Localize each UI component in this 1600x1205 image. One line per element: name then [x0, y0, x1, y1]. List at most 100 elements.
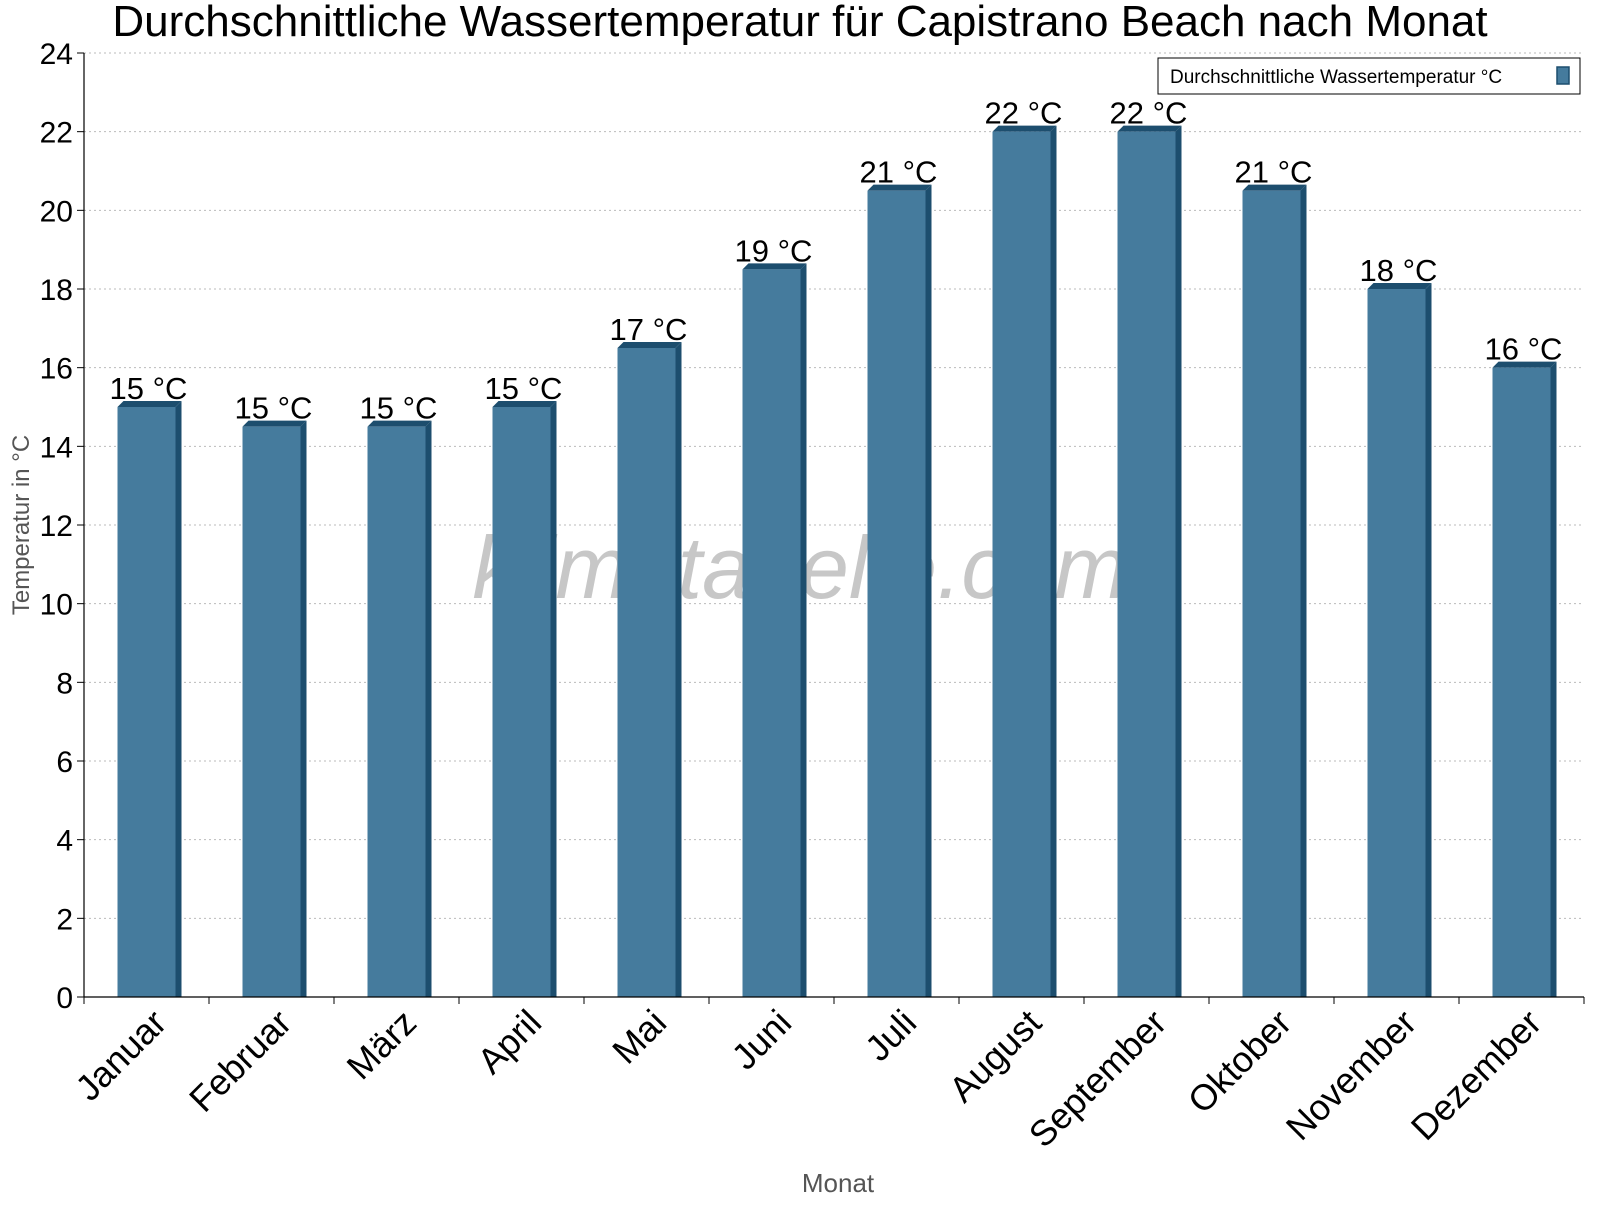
bar [1367, 283, 1432, 997]
bar-top [1242, 184, 1307, 191]
bar-top [617, 342, 682, 348]
x-tick-labels: Januar Februar März April Mai Juni Juli AugustS… [67, 1002, 1549, 1156]
legend-entry-label: Durchschnittliche Wassertemperatur °C [1170, 67, 1502, 88]
legend-box [1157, 57, 1581, 95]
bar-value-label: 19 °C [735, 233, 813, 268]
bar-face [867, 190, 926, 997]
x-tick-label: Oktober [1180, 1002, 1300, 1122]
x-tick-label: Juli [857, 1002, 924, 1069]
bar [1242, 184, 1307, 997]
legend: Durchschnittliche Wassertemperatur °C [1157, 57, 1581, 95]
bar-top [1117, 125, 1182, 132]
y-tick-label: 0 [56, 982, 73, 1015]
x-tick-label: März [339, 1002, 425, 1088]
bar-top [742, 263, 807, 270]
y-tick-label: 24 [40, 38, 73, 71]
y-axis-label: Temperatur in °C [8, 435, 35, 615]
bar-top [992, 125, 1057, 132]
bar-side [925, 184, 932, 997]
y-tick-label: 20 [40, 195, 73, 228]
bar-side [550, 401, 557, 997]
bar [242, 420, 307, 998]
y-tick-label: 10 [40, 589, 73, 622]
x-tick-label: Januar [67, 1002, 174, 1109]
x-tick-label: September [1021, 1002, 1175, 1156]
bar-face [617, 348, 676, 997]
bar-side [800, 263, 807, 997]
bar-value-label: 17 °C [610, 312, 688, 347]
bar-top [367, 420, 432, 427]
bar-face [492, 407, 551, 997]
bar-face [242, 426, 301, 998]
bar-value-label: 22 °C [1110, 96, 1188, 131]
bar-value-label: 15 °C [110, 371, 188, 406]
bar-top [867, 184, 932, 191]
bar-face [742, 269, 801, 997]
axes [77, 52, 1585, 1004]
x-tick-label: Februar [181, 1002, 299, 1120]
bar-top [1492, 361, 1557, 368]
bar-value-label: 22 °C [985, 96, 1063, 131]
bar-top [242, 420, 307, 427]
bar [992, 125, 1057, 997]
bar-face [1242, 190, 1301, 997]
y-tick-label: 8 [56, 667, 73, 700]
y-tick-label: 6 [56, 746, 73, 779]
bar [117, 401, 182, 997]
y-tick-label: 2 [56, 903, 73, 936]
y-tick-label: 18 [40, 274, 73, 307]
bar-side [1175, 125, 1182, 997]
bar-side [1550, 361, 1557, 998]
bar [1492, 361, 1557, 998]
x-tick-label: November [1278, 1002, 1424, 1148]
x-tick-label: April [469, 1002, 549, 1082]
bar-face [992, 131, 1051, 997]
bar [867, 184, 932, 997]
bar-side [675, 342, 682, 997]
bar-top [117, 401, 182, 407]
bar-value-label: 15 °C [360, 391, 438, 426]
bar-value-label: 18 °C [1360, 253, 1438, 288]
bars [117, 125, 1557, 998]
bar [1117, 125, 1182, 997]
bar-face [1492, 367, 1551, 998]
bar [492, 401, 557, 997]
y-tick-label: 14 [40, 431, 73, 464]
x-tick-label: Juni [723, 1002, 799, 1078]
legend-swatch [1556, 66, 1570, 85]
bar-value-label: 21 °C [860, 155, 938, 190]
bar-side [1050, 125, 1057, 997]
bar-side [425, 420, 432, 998]
chart-title: Durchschnittliche Wassertemperatur für C… [112, 0, 1487, 46]
bar-face [1117, 131, 1176, 997]
bar-value-label: 15 °C [235, 391, 313, 426]
x-tick-label: Dezember [1403, 1002, 1549, 1148]
x-axis-label: Monat [802, 1168, 875, 1198]
bar-face [1367, 289, 1426, 997]
x-tick-label: Mai [604, 1002, 674, 1072]
bar [367, 420, 432, 998]
gridlines [84, 52, 1584, 919]
y-tick-label: 22 [40, 117, 73, 150]
y-tick-label: 4 [56, 825, 73, 858]
bar-top [492, 401, 557, 407]
value-labels: 15 °C 15 °C 15 °C 15 °C 17 °C 19 °C 21 °C 22 °C… [110, 96, 1563, 426]
bar-value-label: 16 °C [1485, 332, 1563, 367]
bar-side [175, 401, 182, 997]
bar [617, 342, 682, 997]
bar-side [1300, 184, 1307, 997]
bar-value-label: 15 °C [485, 371, 563, 406]
y-tick-label: 12 [40, 510, 73, 543]
bar-side [1425, 283, 1432, 997]
bar-side [300, 420, 307, 998]
bar [742, 263, 807, 997]
bar-value-label: 21 °C [1235, 155, 1313, 190]
y-tick-label: 16 [40, 353, 73, 386]
x-tick-label: August [941, 1002, 1049, 1110]
bar-face [117, 407, 176, 997]
bar-top [1367, 283, 1432, 289]
bar-face [367, 426, 426, 998]
